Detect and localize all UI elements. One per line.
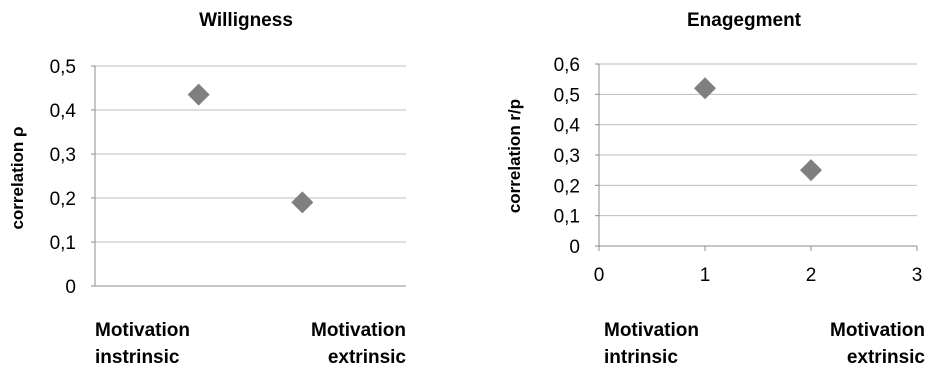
y-axis-label: correlation r/p (505, 99, 524, 213)
y-tick-label: 0,4 (50, 101, 77, 122)
category-label-2-line2: extrinsic (328, 347, 407, 368)
chart-enagegment: Enagegment correlation r/p 0 0,1 0,2 0,3 0,4… (505, 10, 925, 368)
x-tick-labels: 0 1 2 3 (594, 265, 923, 286)
data-point-diamond (291, 191, 314, 214)
chart-willigness: Willigness correlation ρ 0 0,1 0,2 0,3 0,4 0,… (8, 10, 406, 368)
y-axis-label: correlation ρ (8, 126, 27, 229)
y-tick-label: 0,1 (554, 207, 580, 228)
y-tick-label: 0,3 (554, 146, 580, 167)
category-label-2-line1: Motivation (311, 320, 406, 341)
gridlines (95, 65, 406, 243)
chart-title: Enagegment (687, 10, 802, 31)
category-label-1-line1: Motivation (604, 320, 699, 341)
y-tick-label: 0,5 (50, 57, 76, 78)
x-tick-label: 1 (700, 265, 711, 286)
x-tick-label: 3 (912, 265, 923, 286)
category-label-1-line2: intrinsic (604, 347, 678, 368)
data-point-diamond (187, 83, 210, 106)
data-points (187, 83, 314, 214)
category-label-1-line2: instrinsic (95, 347, 180, 368)
y-tick-label: 0,3 (50, 145, 76, 166)
category-label-1-line1: Motivation (95, 320, 190, 341)
y-tick-label: 0,1 (50, 233, 76, 254)
data-point-diamond (694, 77, 716, 100)
category-label-2-line1: Motivation (830, 320, 925, 341)
data-points (694, 77, 822, 182)
y-tick-label: 0,6 (554, 55, 580, 76)
axes (595, 63, 918, 251)
category-label-2-line2: extrinsic (847, 347, 926, 368)
axes (91, 65, 406, 287)
y-tick-label: 0 (65, 277, 76, 298)
y-tick-labels: 0 0,1 0,2 0,3 0,4 0,5 0,6 (554, 55, 581, 258)
y-tick-label: 0,4 (554, 116, 581, 137)
x-tick-label: 2 (806, 265, 817, 286)
chart-title: Willigness (199, 10, 293, 31)
x-tick-label: 0 (594, 265, 605, 286)
y-tick-label: 0,2 (554, 176, 580, 197)
y-tick-label: 0 (569, 237, 580, 258)
y-tick-labels: 0 0,1 0,2 0,3 0,4 0,5 (50, 57, 77, 298)
y-tick-label: 0,2 (50, 189, 76, 210)
data-point-diamond (800, 159, 822, 182)
y-tick-label: 0,5 (554, 85, 580, 106)
gridlines (599, 63, 917, 217)
